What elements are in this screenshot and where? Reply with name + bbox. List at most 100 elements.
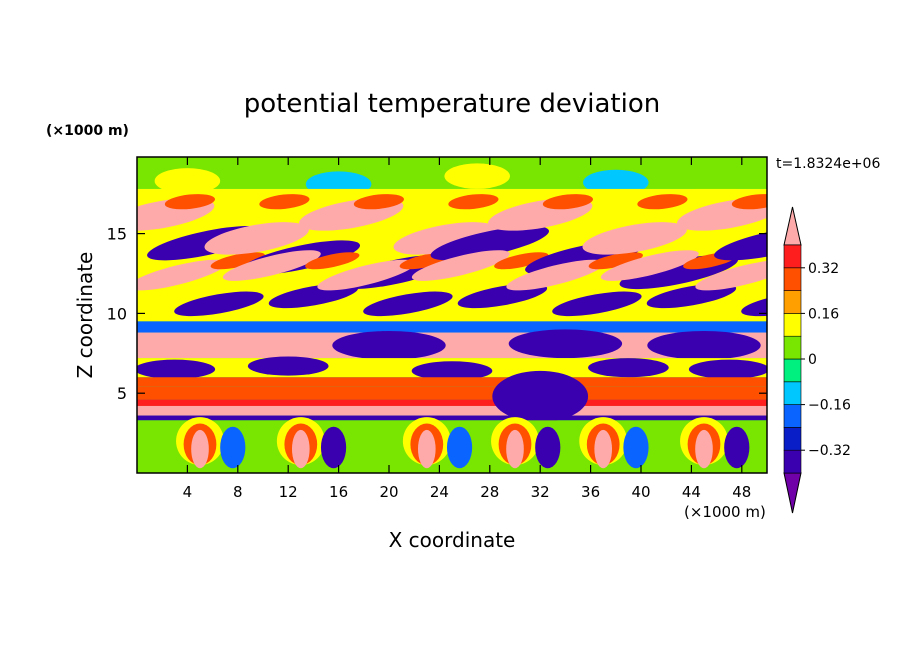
colorbar-swatch <box>783 427 802 451</box>
field-blob <box>164 194 215 210</box>
colorbar-tick-label: 0 <box>808 352 817 368</box>
plot-frame <box>136 156 768 474</box>
y-unit-label: (×1000 m) <box>46 123 129 139</box>
field-blob <box>411 250 510 281</box>
field-blob <box>508 329 623 359</box>
colorbar-upper-extension <box>783 206 802 246</box>
field-blob <box>494 252 549 270</box>
field-blob <box>353 194 404 210</box>
field-blob <box>363 291 453 317</box>
field-blob <box>417 429 436 469</box>
colorbar-tick-label: 0.32 <box>808 261 839 277</box>
x-tick-label: 20 <box>379 483 398 501</box>
field-blob <box>695 259 767 291</box>
field-blob <box>247 356 329 376</box>
field-blob <box>220 426 246 469</box>
field-blob <box>542 194 593 210</box>
field-blob <box>594 429 613 469</box>
field-blob <box>174 291 264 317</box>
field-blob <box>695 429 713 469</box>
colorbar-swatch <box>783 449 802 474</box>
field-layer <box>137 405 767 416</box>
field-blob <box>647 330 761 360</box>
field-blob <box>600 250 699 281</box>
field-blob <box>506 259 605 291</box>
field-blob <box>393 222 498 255</box>
colorbar-swatch <box>783 335 802 360</box>
field-blob <box>683 166 750 193</box>
x-axis-label: X coordinate <box>389 528 516 552</box>
field-blob <box>191 429 209 469</box>
field-layer <box>137 415 767 421</box>
x-tick-label: 12 <box>279 483 298 501</box>
field-blob <box>210 252 265 270</box>
colorbar-swatch <box>783 358 802 383</box>
x-tick-label: 44 <box>682 483 701 501</box>
x-tick-label: 32 <box>531 483 550 501</box>
field-blob <box>492 370 589 422</box>
colorbar-swatch <box>783 244 802 269</box>
y-axis-label: Z coordinate <box>73 252 97 379</box>
x-unit-label: (×1000 m) <box>684 503 766 521</box>
x-tick-label: 48 <box>732 483 751 501</box>
y-tick-label: 5 <box>117 384 127 403</box>
x-tick-label: 28 <box>480 483 499 501</box>
time-label: t=1.8324e+06 <box>776 156 880 172</box>
colorbar-swatch <box>783 381 802 405</box>
field-layer <box>137 377 767 387</box>
field-blob <box>444 163 510 189</box>
colorbar: 0.32 0.16 0 −0.16 −0.32 <box>783 206 851 514</box>
x-tick-label: 24 <box>430 483 449 501</box>
field-blob <box>535 426 561 469</box>
colorbar-swatch <box>783 290 802 314</box>
chart-title: potential temperature deviation <box>244 89 660 119</box>
field-blob <box>411 361 493 381</box>
field-blob <box>623 426 649 469</box>
field-blob <box>688 359 767 379</box>
field-shapes <box>137 157 767 473</box>
field-layer <box>137 386 767 400</box>
field-blob <box>332 330 446 360</box>
field-blob <box>291 429 310 469</box>
field-blob <box>259 194 310 210</box>
field-blob <box>446 426 473 469</box>
field-blob <box>552 291 642 317</box>
colorbar-swatch <box>783 267 802 291</box>
field-layer <box>137 399 767 406</box>
field-blob <box>430 226 550 261</box>
x-tick-label: 40 <box>631 483 650 501</box>
field-blob <box>714 226 767 261</box>
field-blob <box>137 259 227 291</box>
field-blob <box>320 426 347 469</box>
colorbar-tick-label: 0.16 <box>808 306 839 322</box>
field-blob <box>637 194 688 210</box>
x-tick-label: 4 <box>183 483 193 501</box>
heatmap-field <box>137 157 767 473</box>
field-blob <box>204 222 309 255</box>
y-tick-label: 15 <box>107 225 127 244</box>
colorbar-tick-label: −0.32 <box>808 443 851 459</box>
colorbar-swatch <box>783 313 802 337</box>
field-blob <box>741 291 767 317</box>
field-blob <box>724 426 750 469</box>
y-tick-label: 10 <box>107 304 127 323</box>
colorbar-swatch <box>783 404 802 428</box>
field-blob <box>154 168 221 194</box>
x-tick-label: 16 <box>329 483 348 501</box>
x-axis-ticks: 4 8 12 16 20 24 28 32 36 40 44 48 <box>183 157 751 501</box>
field-blob <box>588 358 669 378</box>
field-blob <box>588 252 643 270</box>
field-blob <box>731 194 767 210</box>
field-blob <box>448 194 499 210</box>
field-blob <box>137 359 216 379</box>
y-axis-ticks: 5 10 15 <box>107 225 767 403</box>
x-tick-label: 36 <box>581 483 600 501</box>
x-tick-label: 8 <box>233 483 243 501</box>
field-layer <box>137 321 767 333</box>
field-blob <box>305 252 360 270</box>
colorbar-lower-extension <box>783 472 802 514</box>
field-blob <box>506 429 524 469</box>
field-blob <box>317 259 416 291</box>
field-blob <box>222 250 321 281</box>
